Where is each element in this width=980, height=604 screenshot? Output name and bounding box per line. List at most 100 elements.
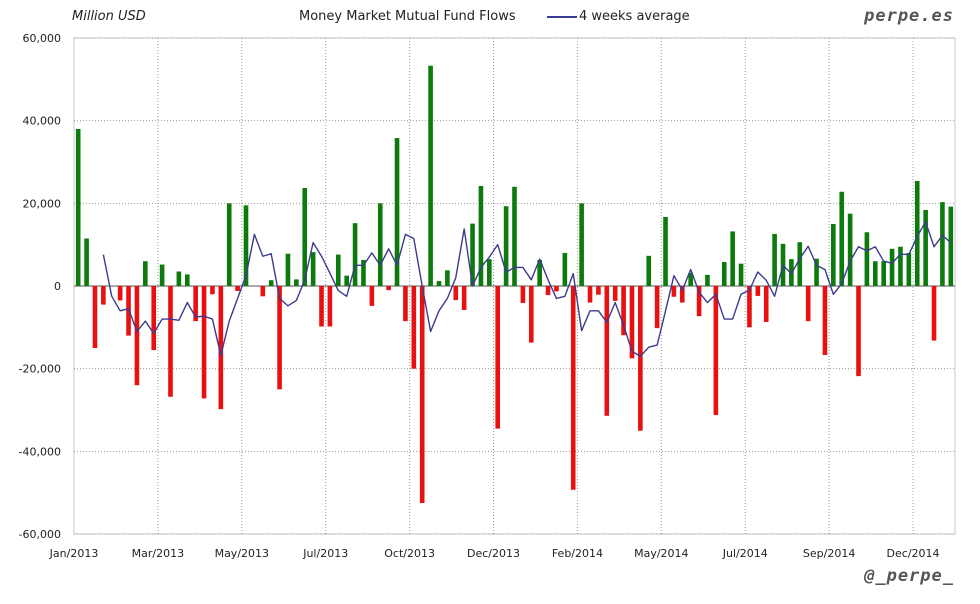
- bar: [92, 286, 98, 348]
- bar: [604, 286, 610, 416]
- bar: [176, 271, 182, 286]
- y-tick-label: -60,000: [19, 528, 61, 541]
- brand-watermark-bottom: @_perpe_: [864, 566, 954, 586]
- bar: [394, 138, 400, 286]
- bar: [352, 223, 358, 286]
- bar: [554, 286, 559, 292]
- bar: [302, 188, 308, 286]
- bar: [101, 286, 106, 305]
- bar: [386, 286, 391, 291]
- x-tick-label: Feb/2014: [552, 547, 603, 560]
- bar: [210, 286, 215, 295]
- bar: [872, 261, 878, 286]
- bar: [134, 286, 140, 386]
- bar: [243, 205, 249, 286]
- bar: [822, 286, 828, 356]
- axis-layer: 60,000 40,000 20,000 0 -20,000 -40,000 -60,000…: [19, 32, 940, 560]
- y-tick-label: -20,000: [19, 363, 61, 376]
- bar: [906, 252, 912, 286]
- bar: [512, 186, 517, 286]
- y-tick-label: 0: [54, 280, 61, 293]
- bar: [914, 181, 920, 286]
- bars-layer: [75, 65, 954, 503]
- bar: [805, 286, 811, 322]
- bar: [520, 286, 526, 303]
- bar: [277, 286, 282, 390]
- x-tick-label: Sep/2014: [803, 547, 855, 560]
- bar: [126, 286, 131, 336]
- bar: [319, 286, 324, 327]
- bar: [159, 264, 165, 286]
- bar: [268, 280, 274, 286]
- bar: [847, 213, 853, 286]
- y-tick-label: 20,000: [23, 197, 62, 210]
- bar: [143, 261, 148, 286]
- bar: [772, 233, 777, 286]
- bar: [545, 286, 551, 296]
- bar: [721, 262, 727, 286]
- bar: [419, 286, 425, 503]
- average-line-layer: [102, 221, 952, 357]
- bar: [445, 270, 450, 286]
- bar: [747, 286, 752, 328]
- bar: [797, 242, 803, 286]
- bar: [260, 286, 266, 297]
- x-tick-label: Dec/2013: [467, 547, 520, 560]
- bar: [461, 286, 467, 310]
- bar: [730, 231, 735, 286]
- bar: [168, 286, 173, 397]
- bar: [226, 203, 232, 286]
- bar: [495, 286, 501, 429]
- bar: [680, 286, 685, 303]
- bar: [931, 286, 937, 341]
- bar: [235, 286, 240, 291]
- bar: [856, 286, 861, 377]
- bar: [831, 224, 836, 286]
- legend-line-swatch: [547, 15, 577, 18]
- bar: [503, 206, 509, 286]
- chart-title: Money Market Mutual Fund Flows: [299, 9, 516, 24]
- bar: [948, 206, 954, 286]
- bar: [646, 255, 652, 286]
- bar: [940, 202, 945, 286]
- bar: [487, 259, 492, 286]
- bar: [403, 286, 408, 322]
- bar: [310, 252, 316, 286]
- average-line: [102, 221, 952, 357]
- x-tick-label: Jul/2013: [302, 547, 348, 560]
- bar: [411, 286, 417, 369]
- bar: [369, 286, 375, 306]
- bar: [755, 286, 761, 296]
- bar: [612, 286, 618, 301]
- bar: [428, 65, 433, 286]
- bar: [117, 286, 123, 301]
- bar: [654, 286, 660, 329]
- bar: [688, 272, 693, 286]
- x-tick-label: May/2014: [634, 547, 688, 560]
- bar: [361, 259, 366, 286]
- bar: [285, 253, 291, 286]
- bar: [705, 274, 710, 286]
- bar: [898, 246, 903, 286]
- bar: [344, 275, 349, 286]
- y-tick-label: 60,000: [23, 32, 62, 45]
- x-tick-label: Mar/2013: [132, 547, 184, 560]
- bar: [184, 274, 190, 286]
- bar: [453, 286, 459, 301]
- bar: [638, 286, 643, 431]
- bar: [738, 263, 744, 286]
- bar: [218, 286, 224, 410]
- bar: [713, 286, 719, 415]
- bar: [470, 223, 475, 286]
- bar: [436, 281, 442, 286]
- y-tick-label: 40,000: [23, 115, 62, 128]
- bar: [537, 259, 542, 286]
- bar: [864, 232, 870, 286]
- legend-label: 4 weeks average: [579, 9, 690, 24]
- bar: [377, 203, 383, 286]
- bar: [75, 128, 81, 286]
- x-tick-label: Jul/2014: [722, 547, 768, 560]
- bar: [763, 286, 769, 322]
- bar: [201, 286, 207, 399]
